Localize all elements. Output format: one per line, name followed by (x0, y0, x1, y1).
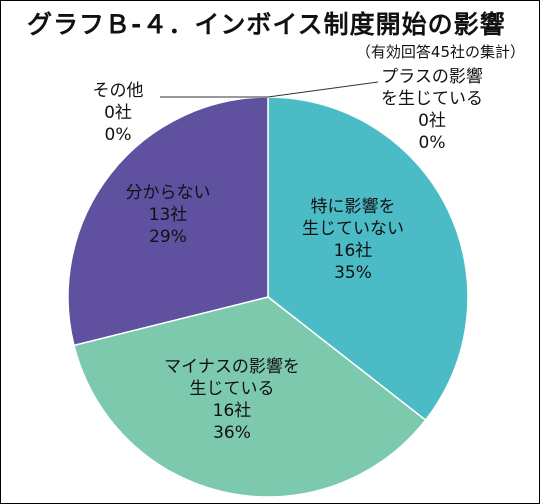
slice-label-1-line-3: 35% (334, 263, 372, 283)
slice-label-2-line-0: マイナスの影響を (164, 357, 300, 377)
slice-label-0-line-1: を生じている (381, 89, 483, 109)
slice-label-1-line-2: 16社 (334, 241, 373, 261)
pie-slice-3 (67, 96, 269, 347)
slice-label-0-line-2: 0社 (418, 111, 446, 131)
slice-label-1-line-0: 特に影響を (311, 197, 396, 217)
slice-label-0-line-0: プラスの影響 (381, 67, 483, 87)
chart-subtitle: （有効回答45社の集計） (355, 43, 525, 61)
slice-label-2-line-2: 16社 (213, 401, 252, 421)
slice-label-3-line-2: 29% (149, 227, 187, 247)
pie-slice-1 (267, 96, 469, 422)
slice-label-4-line-2: 0% (105, 125, 132, 145)
slice-label-3-line-0: 分からない (126, 183, 211, 203)
slice-label-4-line-0: その他 (93, 81, 144, 101)
slice-label-0-line-3: 0% (419, 133, 446, 153)
pie-slice-2 (73, 296, 427, 498)
slice-label-4-line-1: 0社 (104, 103, 132, 123)
chart-title: グラフＢ-４．インボイス制度開始の影響 (27, 10, 506, 39)
leader-line-plus (267, 81, 379, 98)
slice-label-3-line-1: 13社 (149, 205, 188, 225)
slice-label-2-line-1: 生じている (190, 379, 275, 399)
slice-label-1-line-1: 生じていない (302, 219, 404, 239)
slice-label-2-line-3: 36% (213, 423, 251, 443)
